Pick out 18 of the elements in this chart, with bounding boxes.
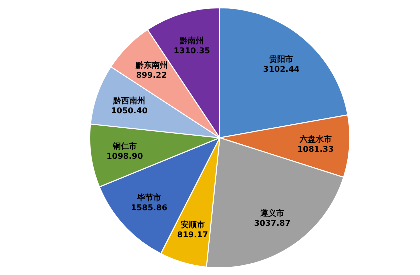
data-label: 1310.35 [174, 46, 211, 56]
data-label: 1050.40 [111, 106, 148, 116]
slice-label: 黔西南州 [112, 96, 146, 106]
slice-label: 毕节市 [136, 192, 162, 202]
slice-label: 铜仁市 [112, 140, 137, 151]
data-label: 1098.90 [106, 152, 144, 161]
data-label: 899.22 [136, 70, 168, 80]
slice-label: 黔南州 [179, 36, 204, 46]
data-label: 1585.86 [131, 203, 168, 212]
data-label: 3037.87 [254, 218, 291, 228]
slice-label: 贵阳市 [268, 54, 294, 64]
data-label: 1081.33 [298, 144, 334, 154]
slice-label: 六盘水市 [298, 134, 332, 144]
data-label: 819.17 [177, 230, 208, 240]
data-label: 3102.44 [263, 64, 300, 74]
slice-label: 安顺市 [180, 220, 205, 230]
slice-label: 黔东南州 [134, 60, 168, 70]
slice-label: 遵义市 [260, 208, 285, 218]
